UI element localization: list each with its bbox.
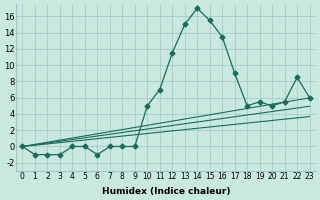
X-axis label: Humidex (Indice chaleur): Humidex (Indice chaleur) bbox=[102, 187, 230, 196]
